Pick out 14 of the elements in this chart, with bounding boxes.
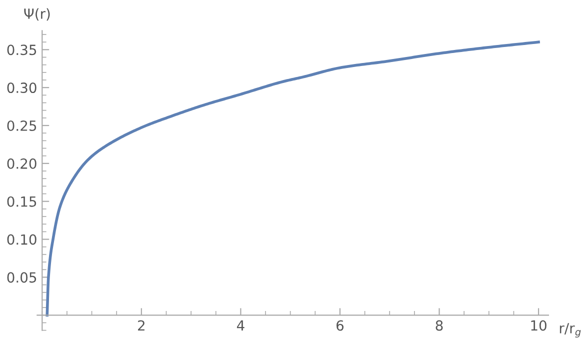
- y-tick-label: 0.15: [7, 196, 36, 207]
- x-tick-label: 8: [436, 320, 443, 331]
- x-tick-label: 10: [531, 320, 546, 331]
- y-tick-label: 0.30: [7, 82, 36, 94]
- x-tick-label: 2: [138, 320, 144, 331]
- y-tick-label: 0.10: [7, 234, 36, 245]
- y-tick-label: 0.25: [7, 120, 36, 131]
- x-tick-label: 6: [336, 320, 344, 331]
- x-tick-label: 4: [236, 320, 244, 331]
- y-axis-title: Ψ(r): [24, 8, 50, 21]
- y-tick-label: 0.20: [7, 158, 36, 169]
- x-axis-title: r/r$_{g}$: [560, 323, 581, 338]
- y-tick-label: 0.35: [7, 44, 36, 56]
- y-tick-label: 0.05: [7, 272, 36, 283]
